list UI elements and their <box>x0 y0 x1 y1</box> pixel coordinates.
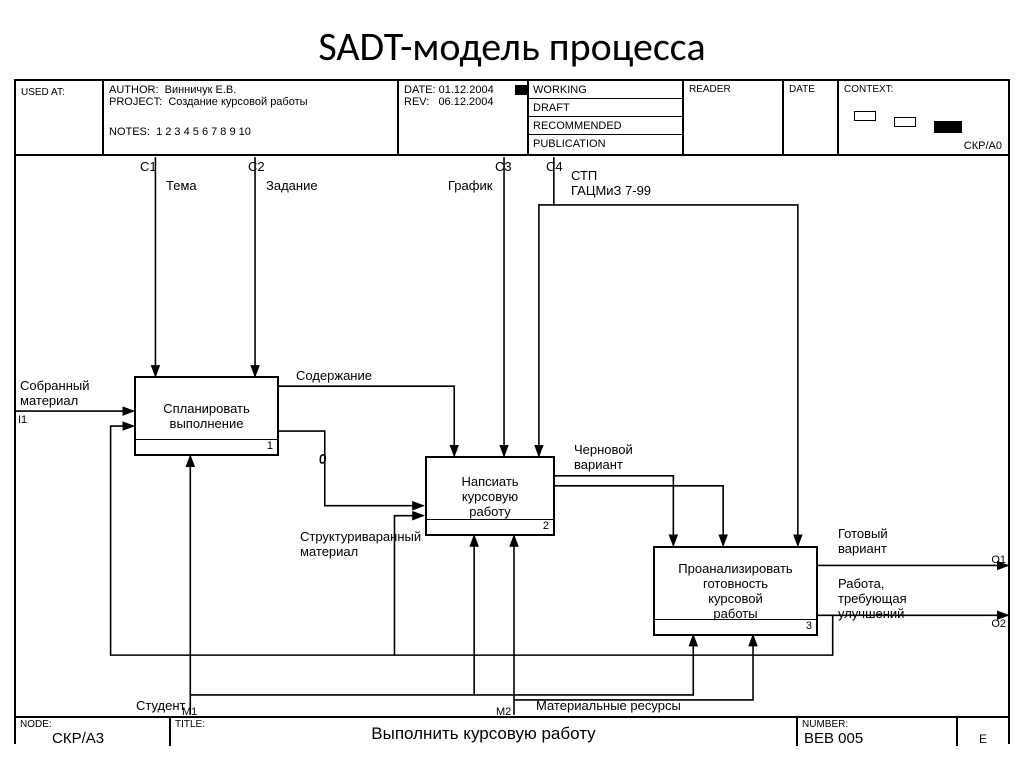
c1-tag: C1 <box>140 159 157 174</box>
date-value: 01.12.2004 <box>439 84 494 96</box>
reader-label: READER <box>689 84 731 95</box>
activity-3-label: Проанализировать готовность курсовой раб… <box>678 561 792 621</box>
c4-tag: C4 <box>546 159 563 174</box>
status-working: WORKING <box>533 84 587 96</box>
diagram-area: C1 Тема C2 Задание C3 График C4 СТП ГАЦМ… <box>16 156 1008 716</box>
status-publication: PUBLICATION <box>533 138 606 150</box>
author-label: AUTHOR: <box>109 84 159 96</box>
e-value: E <box>964 732 1002 746</box>
activity-3-num: 3 <box>806 620 812 632</box>
number-label: NUMBER: <box>802 719 848 730</box>
activity-2-write: Напсиать курсовую работу 2 <box>425 456 555 536</box>
hcol-author: AUTHOR: Винничук Е.В. PROJECT: Создание … <box>104 81 399 154</box>
fcol-title: TITLE: Выполнить курсовую работу <box>171 718 798 746</box>
notes-label: NOTES: <box>109 126 150 138</box>
activity-1-plan: Спланировать выполнение 1 <box>134 376 279 456</box>
c4-label: СТП ГАЦМиЗ 7-99 <box>571 168 651 198</box>
o2-tag: O2 <box>991 618 1006 630</box>
c2-tag: C2 <box>248 159 265 174</box>
m2-tag: M2 <box>496 706 511 718</box>
notes-value: 1 2 3 4 5 6 7 8 9 10 <box>156 126 251 138</box>
m1-tag: M1 <box>182 706 197 718</box>
rev-value: 06.12.2004 <box>438 96 493 108</box>
fcol-e: E <box>958 718 1008 746</box>
fcol-node: NODE: СКР/А3 <box>16 718 171 746</box>
hcol-reader: READER <box>684 81 784 154</box>
c2-label: Задание <box>266 178 318 193</box>
title-label: TITLE: <box>175 719 205 730</box>
status-mark-icon <box>515 85 527 95</box>
activity-1-num: 1 <box>267 440 273 452</box>
date-label: DATE: <box>404 84 436 96</box>
header-row: USED AT: AUTHOR: Винничук Е.В. PROJECT: … <box>16 81 1008 156</box>
i1-label: Собранный материал <box>20 378 90 408</box>
c3-tag: C3 <box>495 159 512 174</box>
used-at-label: USED AT: <box>21 87 65 98</box>
context-box-3-icon <box>934 121 962 133</box>
c1-label: Тема <box>166 178 197 193</box>
author-value: Винничук Е.В. <box>165 84 237 96</box>
o1-label: Готовый вариант <box>838 526 888 556</box>
c3-label: График <box>448 178 492 193</box>
rev-label: REV: <box>404 96 429 108</box>
title-value: Выполнить курсовую работу <box>371 724 595 744</box>
o2-label: Работа, требующая улучшений <box>838 576 907 621</box>
status-recommended: RECOMMENDED <box>533 120 622 132</box>
activity-3-analyze: Проанализировать готовность курсовой раб… <box>653 546 818 636</box>
hcol-used-at: USED AT: <box>16 81 104 154</box>
context-label: CONTEXT: <box>844 84 893 95</box>
project-value: Создание курсовой работы <box>168 96 307 108</box>
i1-tag: I1 <box>18 414 27 426</box>
hcol-status: WORKING DRAFT RECOMMENDED PUBLICATION <box>529 81 684 154</box>
o1-tag: O1 <box>991 554 1006 566</box>
footer-row: NODE: СКР/А3 TITLE: Выполнить курсовую р… <box>16 716 1008 746</box>
activity-2-label: Напсиать курсовую работу <box>461 474 518 519</box>
hcol-date: DATE: 01.12.2004 REV: 06.12.2004 <box>399 81 529 154</box>
m1-label: Студент <box>136 698 186 713</box>
context-box-2-icon <box>894 117 916 127</box>
project-label: PROJECT: <box>109 96 162 108</box>
fcol-number: NUMBER: ВЕВ 005 <box>798 718 958 746</box>
hcol-context: CONTEXT: СКР/А0 <box>839 81 1008 154</box>
activity-2-num: 2 <box>543 520 549 532</box>
idef0-frame: USED AT: AUTHOR: Винничук Е.В. PROJECT: … <box>14 79 1010 744</box>
context-box-1-icon <box>854 111 876 121</box>
number-value: ВЕВ 005 <box>804 730 950 747</box>
rdate-label: DATE <box>789 84 815 95</box>
draft-label: Черновой вариант <box>574 442 633 472</box>
m2-label: Материальные ресурсы <box>536 698 681 713</box>
content-label: Содержание <box>296 368 372 383</box>
activity-1-label: Спланировать выполнение <box>163 401 250 431</box>
context-ref: СКР/А0 <box>964 140 1002 152</box>
status-draft: DRAFT <box>533 102 570 114</box>
slide-title: SADT-модель процесса <box>0 0 1024 79</box>
struct-mat-label: Структуриваранный материал <box>300 529 421 559</box>
hcol-rdate: DATE <box>784 81 839 154</box>
node-label: NODE: <box>20 719 52 730</box>
node-value: СКР/А3 <box>52 730 163 747</box>
